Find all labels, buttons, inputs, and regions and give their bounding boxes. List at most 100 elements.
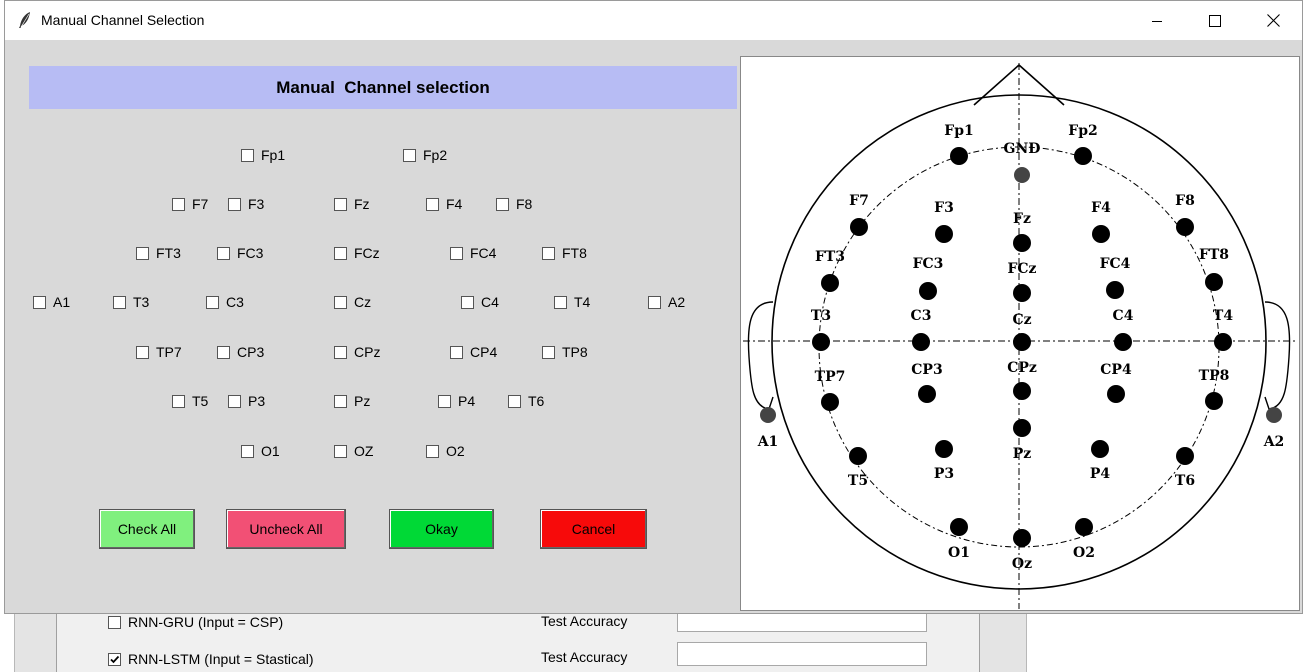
test-accuracy-field[interactable]	[677, 642, 927, 666]
checkbox[interactable]	[403, 148, 416, 162]
channel-checkbox-tp8[interactable]: TP8	[542, 343, 588, 361]
channel-selection-dialog: Manual Channel Selection Manual Channel …	[4, 0, 1303, 614]
checkbox[interactable]	[136, 246, 149, 260]
checkbox[interactable]	[206, 295, 219, 309]
checkbox[interactable]	[496, 197, 509, 211]
checkbox[interactable]	[542, 345, 555, 359]
channel-label: Fp1	[261, 147, 286, 163]
electrode-label-a1: A1	[757, 434, 779, 450]
test-accuracy-label: Test Accuracy	[541, 649, 628, 665]
electrode-dot-c3	[912, 333, 930, 351]
checkbox[interactable]	[172, 197, 185, 211]
channel-label: Pz	[354, 393, 371, 409]
channel-checkbox-pz[interactable]: Pz	[334, 392, 370, 410]
rnn-lstm-checkbox-row[interactable]: RNN-LSTM (Input = Stastical)	[108, 650, 314, 668]
checkbox[interactable]	[228, 197, 241, 211]
electrode-dot-t5	[849, 447, 867, 465]
channel-checkbox-f3[interactable]: F3	[228, 195, 264, 213]
channel-checkbox-cp3[interactable]: CP3	[217, 343, 264, 361]
checkbox[interactable]	[136, 345, 149, 359]
channel-checkbox-t6[interactable]: T6	[508, 392, 544, 410]
checkbox[interactable]	[648, 295, 661, 309]
electrode-dot-t3	[812, 333, 830, 351]
channel-checkbox-p3[interactable]: P3	[228, 392, 265, 410]
electrode-label-t6: T6	[1175, 473, 1195, 489]
channel-checkbox-f8[interactable]: F8	[496, 195, 532, 213]
uncheck-all-button[interactable]: Uncheck All	[226, 509, 346, 549]
checkbox[interactable]	[542, 246, 555, 260]
electrode-label-p4: P4	[1090, 466, 1111, 482]
checkbox[interactable]	[241, 148, 254, 162]
channel-checkbox-t4[interactable]: T4	[554, 293, 590, 311]
channel-checkbox-cp4[interactable]: CP4	[450, 343, 497, 361]
channel-checkbox-t5[interactable]: T5	[172, 392, 208, 410]
channel-checkbox-fp2[interactable]: Fp2	[403, 146, 447, 164]
check-all-button[interactable]: Check All	[99, 509, 195, 549]
electrode-dot-t4	[1214, 333, 1232, 351]
electrode-dot-t6	[1176, 447, 1194, 465]
channel-checkbox-t3[interactable]: T3	[113, 293, 149, 311]
channel-checkbox-fc4[interactable]: FC4	[450, 244, 496, 262]
channel-checkbox-o2[interactable]: O2	[426, 442, 465, 460]
close-button[interactable]	[1244, 1, 1302, 40]
minimize-button[interactable]	[1128, 1, 1186, 40]
channel-checkbox-c3[interactable]: C3	[206, 293, 244, 311]
checkbox[interactable]	[33, 295, 46, 309]
checkbox[interactable]	[217, 246, 230, 260]
checkbox[interactable]	[113, 295, 126, 309]
rnn-gru-checkbox[interactable]	[108, 615, 121, 629]
checkbox[interactable]	[450, 246, 463, 260]
channel-checkbox-a1[interactable]: A1	[33, 293, 70, 311]
rnn-lstm-checkbox[interactable]	[108, 652, 121, 666]
electrode-label-fcz: FCz	[1007, 261, 1036, 277]
channel-checkbox-fcz[interactable]: FCz	[334, 244, 380, 262]
electrode-label-fp1: Fp1	[944, 123, 973, 139]
channel-checkbox-f4[interactable]: F4	[426, 195, 462, 213]
checkbox[interactable]	[554, 295, 567, 309]
channel-checkbox-a2[interactable]: A2	[648, 293, 685, 311]
checkbox[interactable]	[228, 394, 241, 408]
electrode-dot-p3	[935, 440, 953, 458]
checkbox[interactable]	[426, 444, 439, 458]
channel-checkbox-ft3[interactable]: FT3	[136, 244, 181, 262]
checkbox[interactable]	[426, 197, 439, 211]
channel-checkbox-ft8[interactable]: FT8	[542, 244, 587, 262]
channel-checkbox-c4[interactable]: C4	[461, 293, 499, 311]
checkbox[interactable]	[334, 197, 347, 211]
checkbox[interactable]	[217, 345, 230, 359]
electrode-label-tp8: TP8	[1199, 368, 1230, 384]
maximize-button[interactable]	[1186, 1, 1244, 40]
channel-label: OZ	[354, 443, 374, 459]
channel-checkbox-p4[interactable]: P4	[438, 392, 475, 410]
channel-checkbox-f7[interactable]: F7	[172, 195, 208, 213]
cancel-button[interactable]: Cancel	[540, 509, 647, 549]
channel-checkbox-cz[interactable]: Cz	[334, 293, 371, 311]
checkbox[interactable]	[334, 345, 347, 359]
checkbox[interactable]	[438, 394, 451, 408]
checkbox[interactable]	[461, 295, 474, 309]
electrode-dot-f4	[1092, 225, 1110, 243]
checkbox[interactable]	[241, 444, 254, 458]
channel-checkbox-o1[interactable]: O1	[241, 442, 280, 460]
channel-checkbox-tp7[interactable]: TP7	[136, 343, 182, 361]
head-map: Fp1 GND Fp2 F7 F3 Fz F4 F8 FT3 FC3 FCz FC4 FT8 T3 C3 Cz…	[743, 63, 1297, 609]
checkbox[interactable]	[172, 394, 185, 408]
checkbox[interactable]	[508, 394, 521, 408]
channel-checkbox-cpz[interactable]: CPz	[334, 343, 380, 361]
title-bar[interactable]: Manual Channel Selection	[5, 1, 1302, 40]
channel-checkbox-oz[interactable]: OZ	[334, 442, 373, 460]
electrode-label-f4: F4	[1091, 200, 1111, 216]
checkbox[interactable]	[334, 444, 347, 458]
checkbox[interactable]	[450, 345, 463, 359]
checkbox[interactable]	[334, 295, 347, 309]
channel-checkbox-fz[interactable]: Fz	[334, 195, 370, 213]
channel-checkbox-fc3[interactable]: FC3	[217, 244, 263, 262]
rnn-gru-checkbox-row[interactable]: RNN-GRU (Input = CSP)	[108, 613, 283, 631]
electrode-label-ft3: FT3	[815, 249, 845, 265]
checkbox[interactable]	[334, 246, 347, 260]
checkbox[interactable]	[334, 394, 347, 408]
okay-button[interactable]: Okay	[389, 509, 494, 549]
electrode-dot-fp1	[950, 147, 968, 165]
channel-checkbox-fp1[interactable]: Fp1	[241, 146, 285, 164]
electrode-dot-o2	[1075, 518, 1093, 536]
